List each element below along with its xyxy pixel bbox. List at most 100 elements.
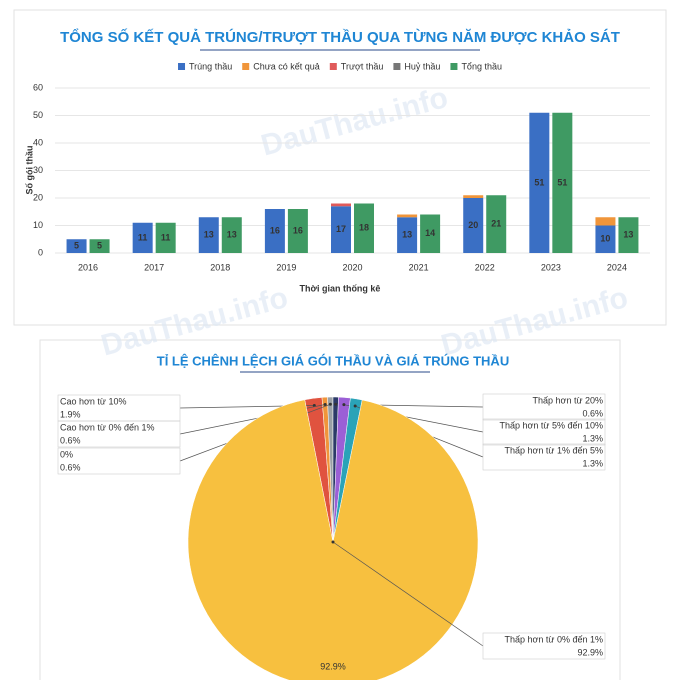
bar-segment	[264, 209, 285, 253]
slice-value-label: 1.3%	[582, 433, 603, 443]
x-tick-label: 2018	[210, 262, 230, 272]
data-label: 51	[557, 177, 567, 187]
y-tick-label: 20	[33, 192, 43, 202]
bar-segment	[595, 217, 616, 226]
bar-segment	[331, 203, 351, 207]
leader-dot	[323, 402, 327, 406]
legend-label: Trúng thầu	[189, 61, 232, 71]
bar-segment	[198, 217, 219, 253]
x-tick-label: 2020	[342, 262, 362, 272]
data-label: 16	[293, 225, 303, 235]
data-label: 10	[600, 234, 610, 244]
bar-segment	[552, 112, 573, 253]
chart-title: TỈ LỆ CHÊNH LỆCH GIÁ GÓI THẦU VÀ GIÁ TRÚ…	[157, 353, 509, 368]
bar-segment	[618, 217, 639, 253]
data-label: 11	[161, 232, 171, 242]
bar-segment	[331, 206, 351, 253]
data-label: 18	[359, 223, 369, 233]
slice-value-label: 1.9%	[60, 409, 81, 419]
slice-value-label: 0.6%	[60, 435, 81, 445]
slice-label: Thấp hơn từ 5% đến 10%	[500, 420, 604, 430]
inside-label: 92.9%	[320, 661, 346, 671]
slice-label: Cao hơn từ 0% đến 1%	[60, 422, 154, 432]
bar-segment	[463, 198, 484, 253]
data-label: 17	[336, 224, 346, 234]
legend-swatch	[178, 63, 186, 70]
data-label: 5	[97, 241, 102, 251]
x-tick-label: 2021	[409, 262, 429, 272]
slice-label: Thấp hơn từ 20%	[533, 395, 603, 405]
data-label: 13	[623, 230, 633, 240]
label-box	[482, 418, 606, 446]
legend-swatch	[329, 63, 337, 70]
bar-segment	[354, 203, 374, 253]
data-label: 13	[227, 230, 237, 240]
slice-value-label: 0.6%	[60, 462, 81, 472]
bar-segment	[221, 217, 242, 253]
data-label: 11	[138, 232, 148, 242]
leader-dot	[331, 540, 335, 544]
legend-label: Tổng thầu	[461, 61, 502, 71]
leader-dot	[342, 403, 346, 407]
legend-label: Chưa có kết quả	[253, 61, 320, 71]
label-box	[482, 393, 606, 421]
bar-segment	[486, 195, 507, 253]
data-label: 13	[402, 230, 412, 240]
data-label: 16	[270, 225, 280, 235]
legend-swatch	[450, 63, 458, 70]
slice-label: 0%	[60, 449, 73, 459]
slice-value-label: 1.3%	[582, 458, 603, 468]
data-label: 5	[74, 241, 79, 251]
bar-segment	[89, 239, 110, 253]
bar-segment	[287, 209, 308, 253]
y-tick-label: 30	[33, 165, 43, 175]
data-label: 20	[468, 220, 478, 230]
bar-segment	[155, 222, 176, 253]
bar-segment	[529, 112, 550, 253]
x-tick-label: 2024	[607, 262, 627, 272]
label-box	[57, 420, 181, 448]
bar-segment	[463, 195, 484, 198]
x-axis-label: Thời gian thống kê	[300, 283, 381, 293]
pie-slice	[187, 399, 479, 680]
y-tick-label: 10	[33, 220, 43, 230]
slice-value-label: 0.6%	[582, 408, 603, 418]
slice-label: Thấp hơn từ 1% đến 5%	[505, 445, 604, 455]
bar-segment	[66, 239, 87, 253]
data-label: 51	[534, 177, 544, 187]
bar-segment	[420, 214, 441, 253]
leader-dot	[328, 402, 332, 406]
data-label: 21	[491, 219, 501, 229]
bar-segment	[397, 217, 418, 253]
leader-dot	[353, 404, 357, 408]
slice-label: Cao hơn từ 10%	[60, 396, 126, 406]
leader-line	[332, 541, 484, 647]
y-tick-label: 0	[38, 247, 43, 257]
legend-swatch	[242, 63, 250, 70]
x-tick-label: 2022	[475, 262, 495, 272]
legend-label: Huỷ thầu	[404, 61, 440, 71]
y-axis-label: Số gói thầu	[24, 146, 34, 195]
chart-title: TỔNG SỐ KẾT QUẢ TRÚNG/TRƯỢT THẦU QUA TỪN…	[60, 28, 620, 46]
label-box	[482, 632, 606, 660]
legend-label: Trượt thầu	[341, 61, 384, 71]
x-tick-label: 2016	[78, 262, 98, 272]
x-tick-label: 2017	[144, 262, 164, 272]
y-tick-label: 50	[33, 110, 43, 120]
data-label: 14	[425, 228, 435, 238]
x-tick-label: 2023	[541, 262, 561, 272]
bar-segment	[595, 225, 616, 253]
bar-segment	[397, 214, 418, 218]
x-tick-label: 2019	[276, 262, 296, 272]
label-box	[57, 447, 181, 475]
leader-dot	[334, 402, 338, 406]
bar-segment	[132, 222, 153, 253]
legend-swatch	[393, 63, 401, 70]
y-tick-label: 60	[33, 82, 43, 92]
slice-label: Thấp hơn từ 0% đến 1%	[505, 634, 604, 644]
y-tick-label: 40	[33, 137, 43, 147]
label-box	[482, 443, 606, 471]
data-label: 13	[204, 230, 214, 240]
slice-value-label: 92.9%	[577, 647, 603, 657]
